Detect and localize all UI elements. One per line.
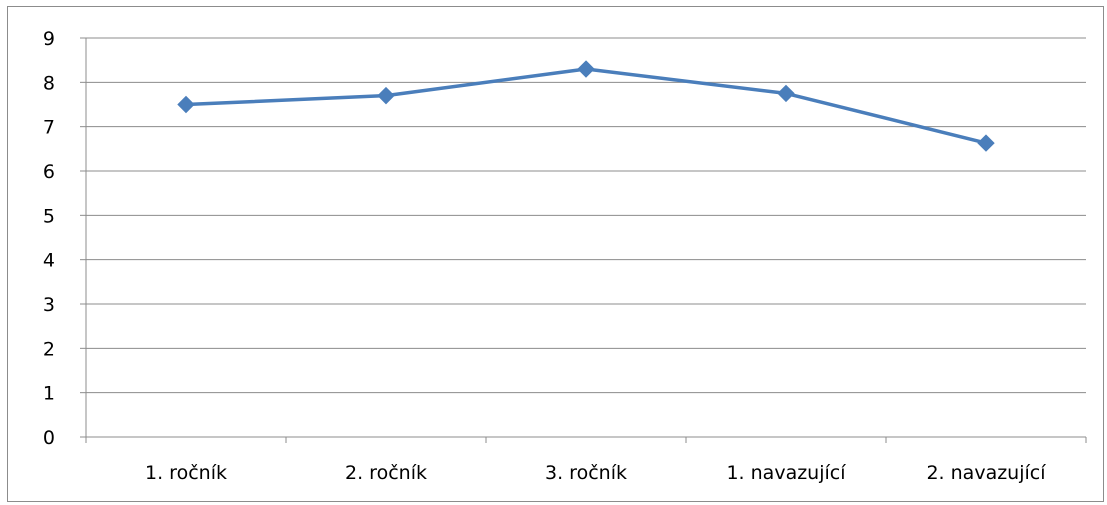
y-tick-label: 8 — [43, 72, 55, 94]
x-category-label: 2. navazující — [926, 462, 1046, 484]
data-point — [177, 95, 195, 114]
y-tick-label: 9 — [43, 28, 55, 50]
y-tick-label: 3 — [43, 294, 55, 316]
y-tick-label: 0 — [43, 427, 55, 449]
data-point — [377, 86, 395, 105]
y-tick-label: 4 — [43, 250, 55, 272]
x-category-label: 2. ročník — [345, 462, 427, 484]
axes — [85, 38, 1086, 438]
series-line — [185, 67, 987, 145]
y-tick-label: 5 — [43, 205, 55, 227]
y-tick-label: 7 — [43, 117, 55, 139]
data-point — [577, 60, 595, 78]
gridlines — [86, 37, 1086, 394]
x-axis-ticks: 1. ročník 2. ročník 3. ročník 1. navazující… — [85, 437, 1087, 484]
x-category-label: 1. ročník — [145, 462, 227, 484]
y-tick-label: 2 — [43, 338, 55, 360]
series-group — [177, 60, 995, 152]
x-category-label: 1. navazující — [726, 462, 846, 484]
y-tick-label: 6 — [43, 161, 55, 183]
data-point — [977, 134, 995, 152]
y-axis-ticks: 0 1 2 3 4 5 6 7 8 9 — [43, 28, 86, 449]
chart-frame — [7, 6, 1104, 502]
data-point — [777, 84, 795, 103]
y-tick-label: 1 — [43, 383, 55, 405]
x-category-label: 3. ročník — [545, 462, 627, 484]
